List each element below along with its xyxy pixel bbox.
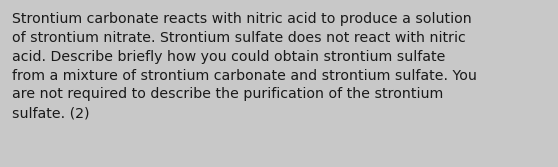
Text: Strontium carbonate reacts with nitric acid to produce a solution
of strontium n: Strontium carbonate reacts with nitric a… [12, 12, 477, 120]
